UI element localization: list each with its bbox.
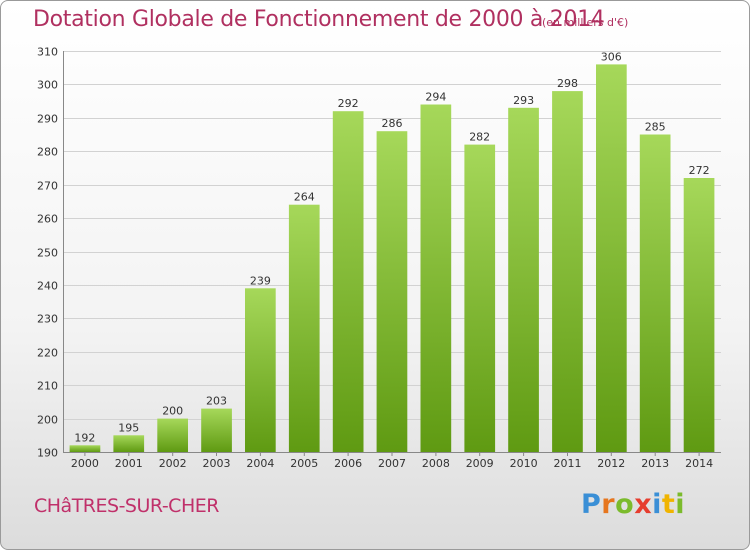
bar-2011	[552, 91, 583, 452]
x-tick-label: 2005	[290, 457, 318, 470]
bar-2001	[113, 435, 145, 452]
x-tick-label: 2003	[203, 457, 231, 470]
bar-2005	[288, 204, 320, 452]
x-tick-label: 2013	[641, 457, 669, 470]
data-label: 292	[338, 97, 359, 110]
data-label: 293	[513, 94, 534, 107]
logo-letter: i	[675, 489, 686, 520]
y-tick-label: 230	[37, 313, 58, 326]
bar-2010	[508, 107, 539, 453]
chart-title: Dotation Globale de Fonctionnement de 20…	[33, 7, 605, 32]
y-tick-label: 210	[37, 380, 58, 393]
proxiti-logo: Proxiti	[581, 489, 685, 520]
y-tick-label: 280	[37, 146, 58, 159]
bar-2006	[332, 111, 364, 452]
data-label: 306	[601, 50, 622, 63]
chart-unit-label: (en milliers d'€)	[542, 16, 629, 29]
x-tick-label: 2008	[422, 457, 450, 470]
x-tick-label: 2010	[510, 457, 538, 470]
x-tick-label: 2002	[159, 457, 187, 470]
logo-letter: i	[652, 489, 662, 520]
bars	[69, 64, 715, 453]
logo-letter: o	[615, 489, 635, 520]
bar-2009	[464, 144, 496, 452]
x-tick-label: 2011	[554, 457, 582, 470]
bar-2003	[201, 408, 232, 452]
data-label: 282	[469, 131, 490, 144]
x-tick-label: 2000	[71, 457, 99, 470]
bar-2013	[639, 134, 671, 452]
logo-letter: r	[601, 489, 616, 520]
y-tick-label: 200	[37, 414, 58, 427]
data-labels: 192 195 200 203 239 264 292 286 294 282 293 298 306 2…	[74, 50, 709, 444]
y-tick-label: 260	[37, 213, 58, 226]
data-label: 192	[74, 431, 95, 444]
data-label: 203	[206, 395, 227, 408]
axes: 190 200 210 220 230 240 250 260 270 280 290 300 310 2…	[37, 46, 721, 470]
data-label: 294	[425, 91, 446, 104]
bar-2000	[69, 445, 101, 452]
x-tick-label: 2001	[115, 457, 143, 470]
data-label: 298	[557, 77, 578, 90]
x-tick-label: 2007	[378, 457, 406, 470]
y-tick-label: 240	[37, 280, 58, 293]
x-tick-label: 2006	[334, 457, 362, 470]
data-label: 285	[645, 121, 666, 134]
x-tick-label: 2009	[466, 457, 494, 470]
data-label: 195	[118, 421, 139, 434]
bar-2008	[420, 104, 452, 452]
town-name: CHâTRES-SUR-CHER	[34, 495, 219, 517]
data-label: 264	[294, 191, 315, 204]
y-tick-label: 270	[37, 180, 58, 193]
y-tick-label: 190	[37, 447, 58, 460]
bar-2014	[683, 178, 715, 452]
y-tick-label: 250	[37, 247, 58, 260]
logo-letter: P	[581, 489, 602, 520]
x-tick-label: 2012	[597, 457, 625, 470]
bar-2012	[596, 64, 627, 453]
bar-2004	[245, 288, 276, 452]
data-label: 239	[250, 274, 271, 287]
x-tick-label: 2014	[685, 457, 713, 470]
data-label: 286	[382, 117, 403, 130]
logo-letter: t	[661, 489, 676, 520]
bar-2002	[157, 418, 188, 452]
y-tick-label: 220	[37, 347, 58, 360]
y-tick-label: 310	[37, 46, 58, 59]
logo-letter: x	[634, 489, 653, 520]
bar-2007	[376, 131, 408, 452]
data-label: 200	[162, 405, 183, 418]
y-tick-label: 300	[37, 79, 58, 92]
y-tick-label: 290	[37, 113, 58, 126]
x-tick-label: 2004	[246, 457, 274, 470]
data-label: 272	[689, 164, 710, 177]
